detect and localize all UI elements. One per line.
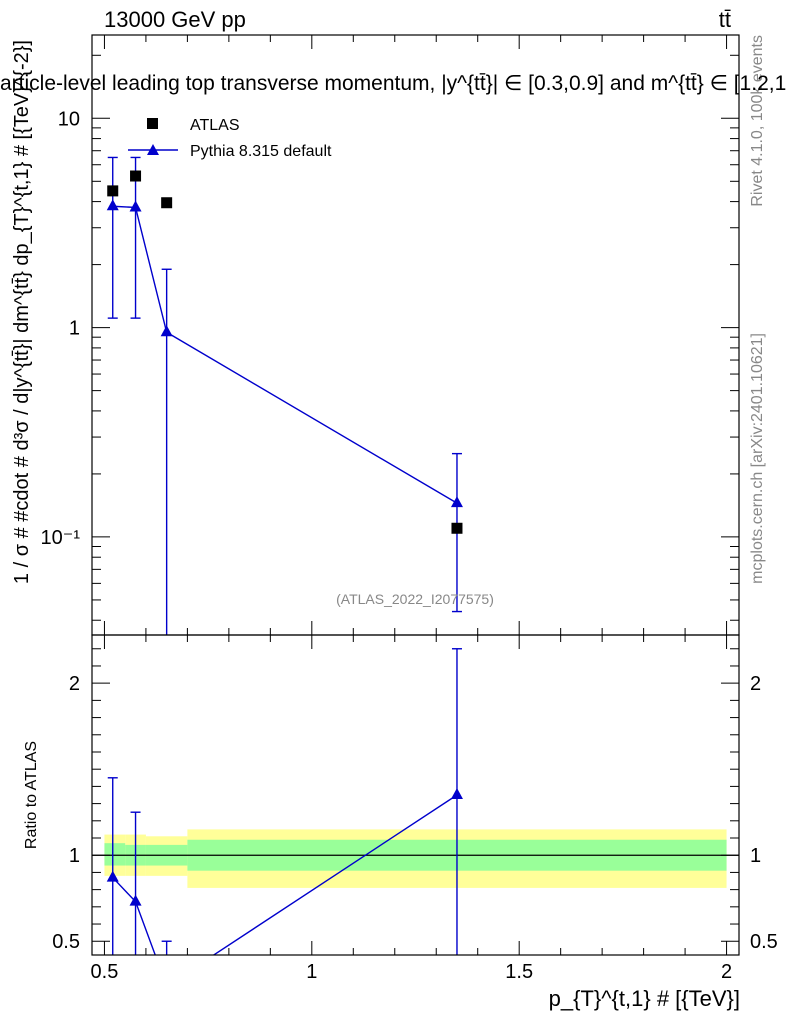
x-axis-label: p_{T}^{t,1} # [{TeV}] [549, 986, 740, 1011]
mc-data-point [450, 496, 463, 508]
ratio-y-tick-label: 2 [69, 673, 80, 695]
ratio-y-tick-label-right: 2 [750, 673, 761, 695]
mc-data-point [129, 200, 142, 212]
legend-data-marker [147, 118, 158, 129]
main-panel: 10⁻¹ 1 10 (ATLAS_2022_I2077575) Particle-l… [0, 34, 786, 636]
ratio-uncertainty-band-inner [104, 843, 126, 866]
mc-data-point [160, 325, 173, 337]
main-y-tick-label: 1 [69, 318, 80, 340]
rivet-version-label: Rivet 4.1.0, 100k events [749, 35, 766, 207]
atlas-data-point [161, 197, 173, 209]
x-tick-label: 0.5 [91, 961, 119, 983]
mc-series-line [112, 205, 458, 504]
legend: ATLAS Pythia 8.315 default [128, 117, 332, 160]
atlas-data-point [107, 185, 119, 197]
ratio-y-axis-label: Ratio to ATLAS [23, 741, 40, 849]
ratio-data-point [161, 979, 173, 990]
ratio-y-tick-label-right: 1 [750, 845, 761, 867]
ratio-frame [91, 634, 740, 956]
x-tick-label: 1.5 [505, 961, 533, 983]
x-tick-label: 1 [306, 961, 317, 983]
header-process-label: 13000 GeV pp [104, 7, 246, 32]
ratio-y-tick-label-right: 0.5 [750, 931, 778, 953]
ratio-series-line [112, 794, 458, 955]
mc-data-point [106, 199, 119, 211]
main-y-tick-label: 10 [58, 108, 80, 130]
ratio-data-point [450, 788, 463, 799]
mcplots-label: mcplots.cern.ch [arXiv:2401.10621] [749, 333, 766, 584]
legend-data-label: ATLAS [190, 117, 240, 134]
analysis-watermark: (ATLAS_2022_I2077575) [336, 591, 494, 607]
legend-mc-marker [147, 144, 159, 155]
ratio-y-tick-label: 0.5 [52, 931, 80, 953]
legend-mc-label: Pythia 8.315 default [190, 143, 332, 160]
ratio-data-point [106, 870, 119, 882]
main-y-axis-label: 1 / σ # #cdot # d³σ / d|y^{tt̄}| dm^{tt̄… [11, 40, 33, 584]
main-title: Particle-level leading top transverse mo… [0, 72, 786, 95]
ratio-panel: 0.5 1 1.5 2 0.5 0.5 1 1 2 2 Ratio to ATLAS p_{T}^… [23, 634, 778, 1011]
main-y-tick-label: 10⁻¹ [41, 527, 81, 549]
atlas-data-point [451, 522, 463, 534]
x-tick-label: 2 [721, 961, 732, 983]
atlas-data-point [130, 170, 142, 182]
header-final-state-label: tt̄ [719, 7, 731, 32]
ratio-y-tick-label: 1 [69, 845, 80, 867]
ratio-data-point [129, 894, 142, 906]
